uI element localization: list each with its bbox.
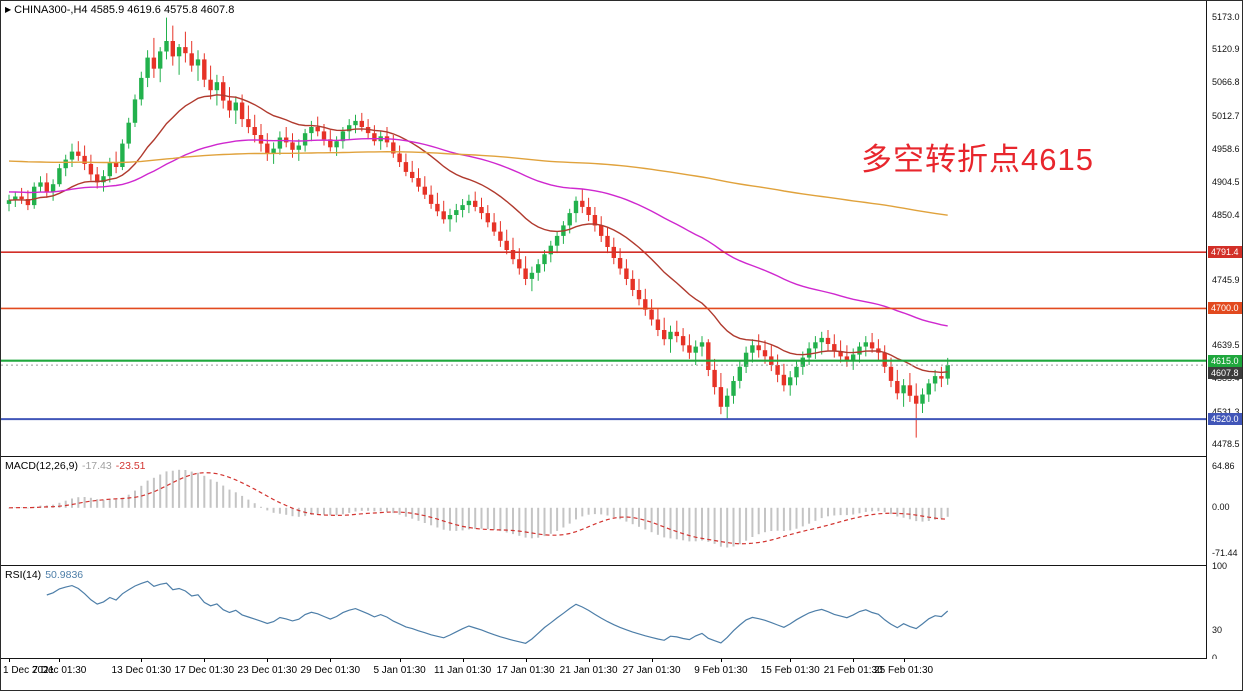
price-tick: 5120.9 xyxy=(1212,44,1240,55)
candlestick-chart-canvas[interactable] xyxy=(1,1,1207,457)
macd-axis-label: 64.86 xyxy=(1212,461,1235,472)
time-tick-mark xyxy=(525,659,527,662)
rsi-axis-label: 30 xyxy=(1212,624,1223,635)
time-tick-label: 17 Jan 01:30 xyxy=(496,665,555,676)
time-tick-label: 5 Jan 01:30 xyxy=(373,665,426,676)
symbol-info: ▶ CHINA300-,H4 4585.9 4619.6 4575.8 4607.… xyxy=(5,4,234,16)
time-tick-label: 21 Feb 01:30 xyxy=(823,665,883,676)
time-tick-label: 29 Dec 01:30 xyxy=(300,665,361,676)
macd-signal-value: -23.51 xyxy=(115,460,146,472)
price-tick: 4531.3 xyxy=(1212,406,1240,417)
hline-price-badge: 4615.0 xyxy=(1208,354,1242,367)
macd-main-value: -17.43 xyxy=(81,460,112,472)
price-tick: 4850.4 xyxy=(1212,210,1240,221)
current-price-badge: 4607.8 xyxy=(1208,367,1242,380)
price-scale[interactable]: 5173.0 5120.9 5066.8 5012.7 4958.6 4904.5 4850… xyxy=(1206,1,1242,663)
macd-axis-label: -71.44 xyxy=(1212,547,1238,558)
panel-separator[interactable] xyxy=(1,565,1242,566)
time-tick-mark xyxy=(790,659,792,662)
price-tick: 5066.8 xyxy=(1212,77,1240,88)
time-tick-mark xyxy=(399,659,401,662)
price-tick: 4639.5 xyxy=(1212,340,1240,351)
rsi-indicator-canvas[interactable] xyxy=(1,566,1207,658)
time-tick-mark xyxy=(903,659,905,662)
price-tick: 5012.7 xyxy=(1212,110,1240,121)
macd-label: MACD(12,26,9) -17.43 -23.51 xyxy=(5,460,146,472)
time-tick-mark xyxy=(462,659,464,662)
price-tick: 5173.0 xyxy=(1212,12,1240,23)
time-tick-mark xyxy=(720,659,722,662)
rsi-axis-label: 0 xyxy=(1212,652,1218,663)
time-tick-mark xyxy=(9,659,10,662)
time-tick-label: 11 Jan 01:30 xyxy=(434,665,492,676)
time-tick-label: 27 Jan 01:30 xyxy=(622,665,681,676)
rsi-label: RSI(14) 50.9836 xyxy=(5,569,83,581)
hline-price-badge: 4700.0 xyxy=(1208,302,1242,315)
price-tick: 4478.5 xyxy=(1212,439,1240,450)
rsi-axis-label: 100 xyxy=(1212,560,1228,571)
price-tick: 4958.6 xyxy=(1212,143,1240,154)
time-tick-label: 9 Feb 01:30 xyxy=(694,665,748,676)
time-tick-mark xyxy=(141,659,143,662)
time-tick-label: 17 Dec 01:30 xyxy=(174,665,235,676)
rsi-name: RSI(14) xyxy=(5,569,42,581)
time-tick-label: 13 Dec 01:30 xyxy=(111,665,172,676)
hline-price-badge: 4791.4 xyxy=(1208,246,1242,259)
time-tick-label: 1 Dec 2021 xyxy=(3,665,55,676)
time-tick-mark xyxy=(267,659,269,662)
price-tick: 4745.9 xyxy=(1212,274,1240,285)
time-tick-label: 21 Jan 01:30 xyxy=(559,665,618,676)
hline-price-badge: 4520.0 xyxy=(1208,413,1242,426)
time-tick-mark xyxy=(588,659,590,662)
price-tick: 4904.5 xyxy=(1212,177,1240,188)
time-tick-label: 7 Dec 01:30 xyxy=(32,665,87,676)
rsi-value: 50.9836 xyxy=(45,569,84,581)
macd-indicator-canvas[interactable] xyxy=(1,457,1207,565)
time-tick-mark xyxy=(853,659,855,662)
panel-separator[interactable] xyxy=(1,456,1242,457)
time-tick-mark xyxy=(204,659,206,662)
time-tick-mark xyxy=(651,659,653,662)
macd-name: MACD(12,26,9) xyxy=(5,460,78,472)
time-tick-label: 15 Feb 01:30 xyxy=(760,665,820,676)
annotation-text: 多空转折点4615 xyxy=(861,142,1094,177)
time-tick-label: 23 Dec 01:30 xyxy=(237,665,298,676)
time-tick-label: 25 Feb 01:30 xyxy=(874,665,934,676)
symbol-ohlc-text: CHINA300-,H4 4585.9 4619.6 4575.8 4607.8 xyxy=(14,4,235,16)
panel-separator[interactable] xyxy=(1,658,1242,659)
time-axis[interactable]: 1 Dec 2021 7 Dec 01:30 13 Dec 01:30 17 Dec … xyxy=(1,659,1242,690)
macd-axis-label: 0.00 xyxy=(1212,502,1230,513)
time-tick-mark xyxy=(59,659,61,662)
symbol-marker-icon: ▶ xyxy=(5,5,12,14)
time-tick-mark xyxy=(330,659,332,662)
